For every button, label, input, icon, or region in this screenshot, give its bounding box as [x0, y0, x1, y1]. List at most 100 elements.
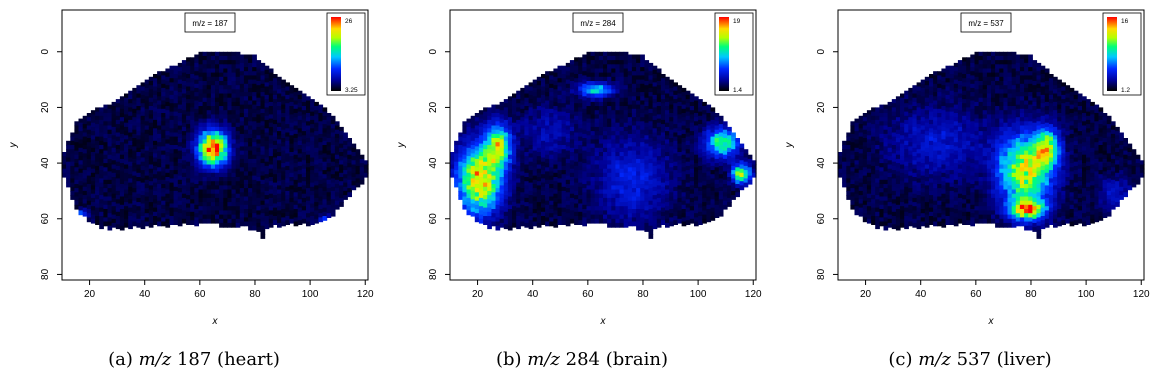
heatmap-cell — [582, 163, 587, 168]
heatmap-cell — [871, 111, 876, 117]
heatmap-cell — [553, 222, 559, 228]
heatmap-cell — [181, 85, 187, 90]
heatmap-cell — [731, 140, 736, 146]
heatmap-cell — [623, 101, 629, 107]
heatmap-cell — [268, 218, 274, 224]
heatmap-cell — [285, 119, 290, 125]
heatmap-cell — [871, 220, 876, 225]
heatmap-cell — [111, 160, 117, 166]
heatmap-cell — [582, 221, 587, 227]
heatmap-cell — [549, 138, 554, 143]
heatmap-cell — [355, 161, 361, 167]
heatmap-cell — [669, 138, 674, 143]
heatmap-cell — [549, 200, 554, 206]
heatmap-cell — [474, 158, 480, 164]
heatmap-cell — [491, 133, 497, 139]
heatmap-cell — [78, 147, 84, 153]
heatmap-cell — [248, 196, 253, 202]
heatmap-cell — [574, 65, 579, 71]
heatmap-cell — [103, 129, 109, 135]
heatmap-cell — [495, 200, 501, 206]
heatmap-cell — [243, 113, 249, 118]
heatmap-cell — [132, 87, 137, 93]
heatmap-cell — [673, 182, 678, 188]
heatmap-cell — [735, 138, 740, 143]
heatmap-cell — [194, 133, 199, 139]
heatmap-cell — [272, 90, 278, 96]
heatmap-cell — [718, 199, 724, 205]
heatmap-cell — [318, 154, 324, 160]
heatmap-cell — [495, 133, 501, 139]
heatmap-cell — [95, 199, 100, 205]
heatmap-cell — [227, 164, 233, 170]
heatmap-cell — [586, 147, 592, 153]
heatmap-cell — [739, 156, 745, 161]
heatmap-cell — [524, 131, 530, 136]
heatmap-cell — [627, 221, 633, 227]
heatmap-cell — [285, 161, 290, 167]
heatmap-cell — [136, 93, 142, 99]
heatmap-cell — [487, 199, 492, 205]
heatmap-cell — [623, 64, 629, 70]
heatmap-cell — [107, 217, 113, 223]
heatmap-cell — [685, 195, 691, 200]
heatmap-cell — [111, 152, 117, 157]
heatmap-cell — [578, 103, 583, 108]
heatmap-cell — [850, 192, 856, 198]
heatmap-cell — [90, 147, 96, 153]
heatmap-cell — [487, 182, 492, 188]
heatmap-cell — [78, 172, 84, 178]
heatmap-cell — [636, 92, 641, 97]
heatmap-cell — [615, 114, 621, 120]
heatmap-cell — [507, 100, 513, 106]
heatmap-cell — [871, 216, 876, 221]
heatmap-cell — [623, 76, 629, 82]
heatmap-cell — [206, 106, 212, 111]
heatmap-cell — [132, 213, 137, 218]
heatmap-cell — [644, 147, 650, 153]
heatmap-cell — [648, 87, 654, 93]
heatmap-cell — [561, 203, 567, 209]
heatmap-cell — [640, 142, 645, 147]
heatmap-cell — [689, 126, 695, 132]
heatmap-cell — [177, 71, 183, 76]
heatmap-cell — [223, 172, 228, 178]
heatmap-cell — [582, 117, 587, 122]
heatmap-cell — [854, 122, 860, 128]
heatmap-cell — [289, 122, 295, 128]
heatmap-cell — [202, 172, 208, 178]
title-box — [184, 12, 236, 33]
heatmap-cell — [115, 207, 121, 213]
heatmap-cell — [235, 55, 241, 61]
heatmap-cell — [462, 154, 468, 160]
heatmap-cell — [582, 108, 587, 114]
heatmap-cell — [268, 147, 274, 153]
heatmap-cell — [656, 101, 662, 107]
heatmap-cell — [569, 89, 575, 95]
heatmap-cell — [478, 156, 484, 161]
heatmap-cell — [153, 174, 158, 179]
heatmap-cell — [144, 209, 150, 214]
heatmap-cell — [161, 92, 166, 97]
heatmap-cell — [99, 145, 104, 150]
heatmap-cell — [503, 111, 509, 117]
heatmap-cell — [627, 209, 633, 214]
heatmap-cell — [136, 214, 142, 220]
heatmap-cell — [689, 168, 695, 174]
heatmap-cell — [119, 209, 125, 214]
heatmap-cell — [177, 209, 183, 214]
heatmap-cell — [169, 136, 175, 142]
heatmap-cell — [153, 153, 158, 159]
heatmap-cell — [157, 121, 162, 127]
heatmap-cell — [582, 184, 587, 189]
heatmap-cell — [615, 172, 621, 178]
heatmap-cell — [239, 171, 245, 177]
heatmap-cell — [256, 218, 262, 224]
heatmap-cell — [264, 69, 270, 75]
heatmap-cell — [549, 154, 554, 160]
heatmap-cell — [470, 145, 476, 150]
heatmap-cell — [743, 178, 749, 184]
heatmap-cell — [148, 135, 154, 141]
heatmap-cell — [306, 217, 311, 223]
heatmap-cell — [235, 101, 241, 107]
